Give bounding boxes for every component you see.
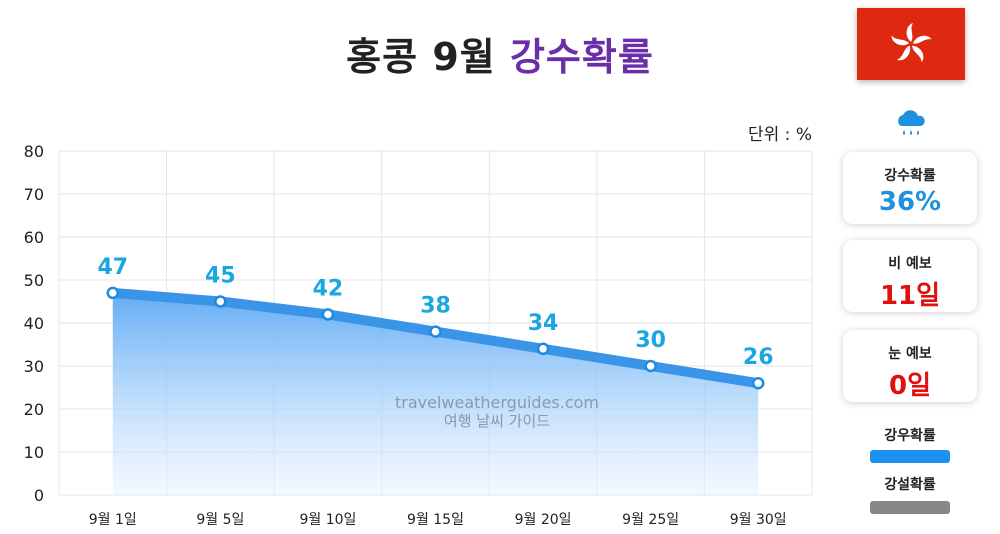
snow-forecast-card: 눈 예보 0일 <box>843 330 977 402</box>
x-axis-ticks: 9월 1일 9월 5일 9월 10일 9월 15일 9월 20일 9월 25일 9월 30일 <box>89 512 787 528</box>
card-value: 36% <box>878 187 942 217</box>
card-value: 11일 <box>879 281 941 311</box>
x-tick-label: 9월 1일 <box>89 512 137 528</box>
data-point <box>644 359 657 373</box>
watermark-line2: 여행 날씨 가이드 <box>444 412 550 430</box>
y-tick-label: 60 <box>24 228 44 247</box>
x-tick-label: 9월 20일 <box>515 512 572 528</box>
y-tick-label: 20 <box>24 400 44 419</box>
data-point <box>536 342 550 356</box>
y-tick-label: 70 <box>24 185 44 204</box>
data-label: 34 <box>528 311 559 336</box>
x-tick-label: 9월 5일 <box>196 512 244 528</box>
title-prefix: 홍콩 9월 <box>346 35 496 79</box>
rain-area <box>112 292 759 495</box>
data-label: 42 <box>313 276 344 301</box>
unit-label: 단위 : % <box>748 125 812 145</box>
rain-cloud-icon <box>898 110 925 135</box>
rain-forecast-card: 비 예보 11일 <box>843 240 977 312</box>
y-tick-label: 50 <box>24 271 44 290</box>
watermark-line1: travelweatherguides.com <box>395 393 599 412</box>
data-point <box>429 325 442 338</box>
data-points <box>106 286 765 390</box>
hong-kong-flag-icon <box>857 8 965 80</box>
chart-title: 홍콩 9월 강수확률 <box>0 26 1000 81</box>
data-label: 47 <box>97 255 128 280</box>
card-label: 비 예보 <box>888 256 932 272</box>
card-label: 눈 예보 <box>888 346 932 362</box>
data-labels: 47 45 42 38 34 30 26 <box>97 255 773 370</box>
y-axis-ticks: 0 10 20 30 40 50 60 70 80 <box>24 142 44 505</box>
data-point <box>106 286 120 300</box>
data-label: 45 <box>205 264 236 289</box>
x-tick-label: 9월 10일 <box>299 512 356 528</box>
y-tick-label: 40 <box>24 314 44 333</box>
legend-rain-label: 강우확률 <box>884 428 936 444</box>
legend-snow-label: 강설확률 <box>884 477 936 493</box>
card-value: 0일 <box>888 371 931 401</box>
legend-rain-swatch <box>870 450 950 463</box>
x-tick-label: 9월 15일 <box>407 512 464 528</box>
y-tick-label: 0 <box>34 486 44 505</box>
rain-probability-card: 강수확률 36% <box>843 152 977 224</box>
data-label: 26 <box>743 345 774 370</box>
y-tick-label: 30 <box>24 357 44 376</box>
data-label: 30 <box>635 328 666 353</box>
data-point <box>321 308 335 321</box>
x-tick-label: 9월 30일 <box>730 512 787 528</box>
data-point <box>214 295 227 308</box>
legend-snow-swatch <box>870 501 950 514</box>
y-tick-label: 10 <box>24 443 44 462</box>
y-tick-label: 80 <box>24 142 44 161</box>
card-label: 강수확률 <box>884 168 936 184</box>
x-tick-label: 9월 25일 <box>622 512 679 528</box>
data-point <box>751 376 765 390</box>
data-label: 38 <box>420 294 451 319</box>
title-highlight: 강수확률 <box>509 35 654 79</box>
